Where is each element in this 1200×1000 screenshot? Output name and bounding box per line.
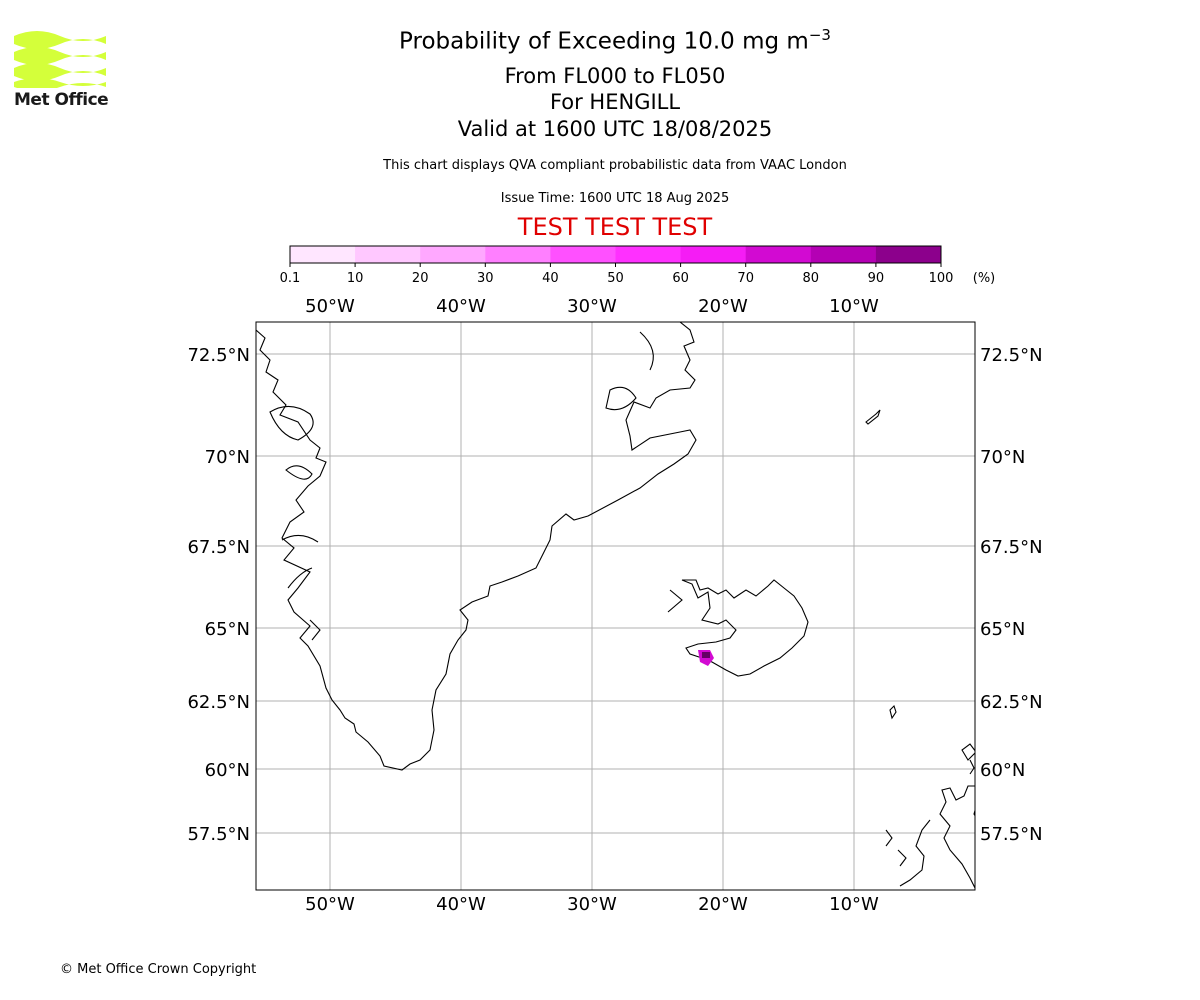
colorbar-tick-label: 0.1 — [280, 271, 301, 286]
latitude-label: 60°N — [205, 760, 250, 781]
met-office-logo-icon — [14, 31, 106, 88]
longitude-label: 30°W — [567, 296, 617, 317]
colorbar-segment — [485, 246, 551, 263]
chart-description: This chart displays QVA compliant probab… — [383, 158, 847, 173]
latitude-label: 60°N — [980, 760, 1025, 781]
map-gridlines — [256, 322, 975, 890]
colorbar-tick-label: 10 — [347, 271, 364, 286]
colorbar-segment — [810, 246, 877, 263]
colorbar-segment — [290, 246, 356, 263]
latitude-label: 62.5°N — [980, 692, 1043, 713]
map-frame — [255, 321, 976, 891]
latitude-labels-right: 72.5°N 70°N 67.5°N 65°N 62.5°N 60°N 57.5°N — [980, 345, 1043, 845]
jan-mayen — [865, 409, 881, 425]
colorbar-tick-label: 40 — [542, 271, 559, 286]
test-banner: TEST TEST TEST — [517, 213, 713, 241]
longitude-label: 20°W — [698, 296, 748, 317]
colorbar-segment — [680, 246, 747, 263]
latitude-label: 62.5°N — [187, 692, 250, 713]
colorbar-segment — [615, 246, 682, 263]
colorbar-tick-label: 70 — [737, 271, 754, 286]
issue-time: Issue Time: 1600 UTC 18 Aug 2025 — [500, 191, 730, 206]
colorbar-unit: (%) — [973, 271, 996, 286]
latitude-label: 70°N — [205, 447, 250, 468]
scotland-coast — [939, 785, 975, 890]
latitude-label: 57.5°N — [980, 824, 1043, 845]
latitude-label: 65°N — [205, 619, 250, 640]
colorbar-segment — [745, 246, 812, 263]
greenland-west-coast — [256, 322, 697, 771]
colorbar-segment — [550, 246, 616, 263]
latitude-labels-left: 72.5°N 70°N 67.5°N 65°N 62.5°N 60°N 57.5°N — [187, 345, 250, 845]
logo-text: Met Office — [14, 90, 109, 110]
location-label: For HENGILL — [549, 90, 681, 114]
latitude-label: 72.5°N — [980, 345, 1043, 366]
colorbar: 0.1 10 20 30 40 50 60 70 80 90 100 (%) — [280, 245, 996, 286]
probability-plume — [698, 650, 714, 666]
longitude-label: 50°W — [305, 296, 355, 317]
latitude-label: 70°N — [980, 447, 1025, 468]
latitude-label: 65°N — [980, 619, 1025, 640]
latitude-label: 72.5°N — [187, 345, 250, 366]
longitude-label: 20°W — [698, 894, 748, 915]
longitude-labels-top: 50°W 40°W 30°W 20°W 10°W — [305, 296, 879, 317]
latitude-label: 67.5°N — [187, 537, 250, 558]
colorbar-tick-label: 100 — [929, 271, 954, 286]
longitude-labels-bottom: 50°W 40°W 30°W 20°W 10°W — [305, 894, 879, 915]
latitude-label: 57.5°N — [187, 824, 250, 845]
copyright: © Met Office Crown Copyright — [60, 962, 257, 977]
colorbar-tick-label: 90 — [868, 271, 885, 286]
chart-title: Probability of Exceeding 10.0 mg m−3 — [399, 26, 831, 55]
colorbar-tick-label: 60 — [672, 271, 689, 286]
longitude-label: 30°W — [567, 894, 617, 915]
colorbar-tick-label: 50 — [607, 271, 624, 286]
colorbar-segment — [420, 246, 486, 263]
colorbar-tick-label: 20 — [412, 271, 429, 286]
longitude-label: 40°W — [436, 296, 486, 317]
longitude-label: 40°W — [436, 894, 486, 915]
probability-map: 50°W 40°W 30°W 20°W 10°W 50°W 40°W 30°W 20°W 10°… — [187, 296, 1043, 915]
colorbar-tick-label: 80 — [803, 271, 820, 286]
colorbar-tick-label: 30 — [477, 271, 494, 286]
valid-time: Valid at 1600 UTC 18/08/2025 — [457, 117, 773, 141]
longitude-label: 10°W — [829, 894, 879, 915]
coastlines — [256, 322, 975, 890]
level-range: From FL000 to FL050 — [504, 64, 726, 88]
longitude-label: 50°W — [305, 894, 355, 915]
latitude-label: 67.5°N — [980, 537, 1043, 558]
colorbar-segment — [355, 246, 421, 263]
iceland-coast — [681, 579, 809, 677]
longitude-label: 10°W — [829, 296, 879, 317]
colorbar-segment — [875, 246, 942, 263]
